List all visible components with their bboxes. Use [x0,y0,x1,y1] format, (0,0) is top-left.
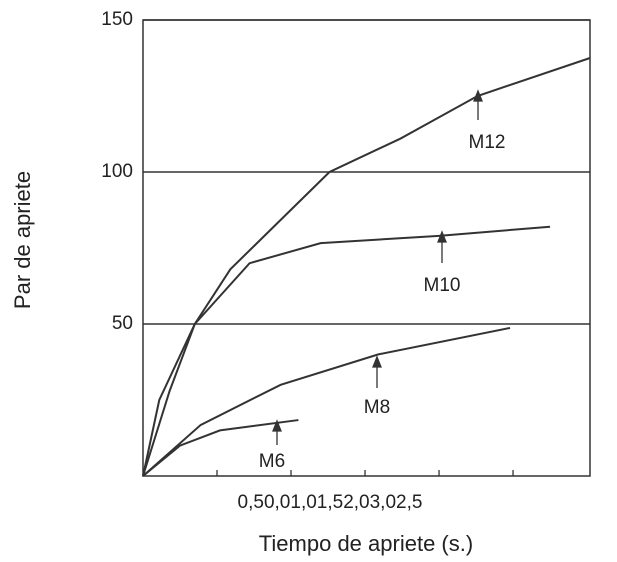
x-tick-text: 0,50,01,01,52,03,02,5 [238,492,423,513]
y-tick-label: 50 [112,313,133,334]
series-label: M6 [259,451,285,472]
y-tick-label: 150 [101,9,133,30]
series-label: M8 [364,397,390,418]
x-axis-label: Tiempo de apriete (s.) [259,531,473,556]
series-line [142,57,591,477]
arrows [272,89,483,445]
series-label: M12 [469,132,506,153]
y-tick-label: 100 [101,161,133,182]
series-line [142,225,551,477]
y-axis-label: Par de apriete [10,171,35,309]
series-line [142,326,511,477]
series-label: M10 [424,275,461,296]
series-line [142,419,299,477]
